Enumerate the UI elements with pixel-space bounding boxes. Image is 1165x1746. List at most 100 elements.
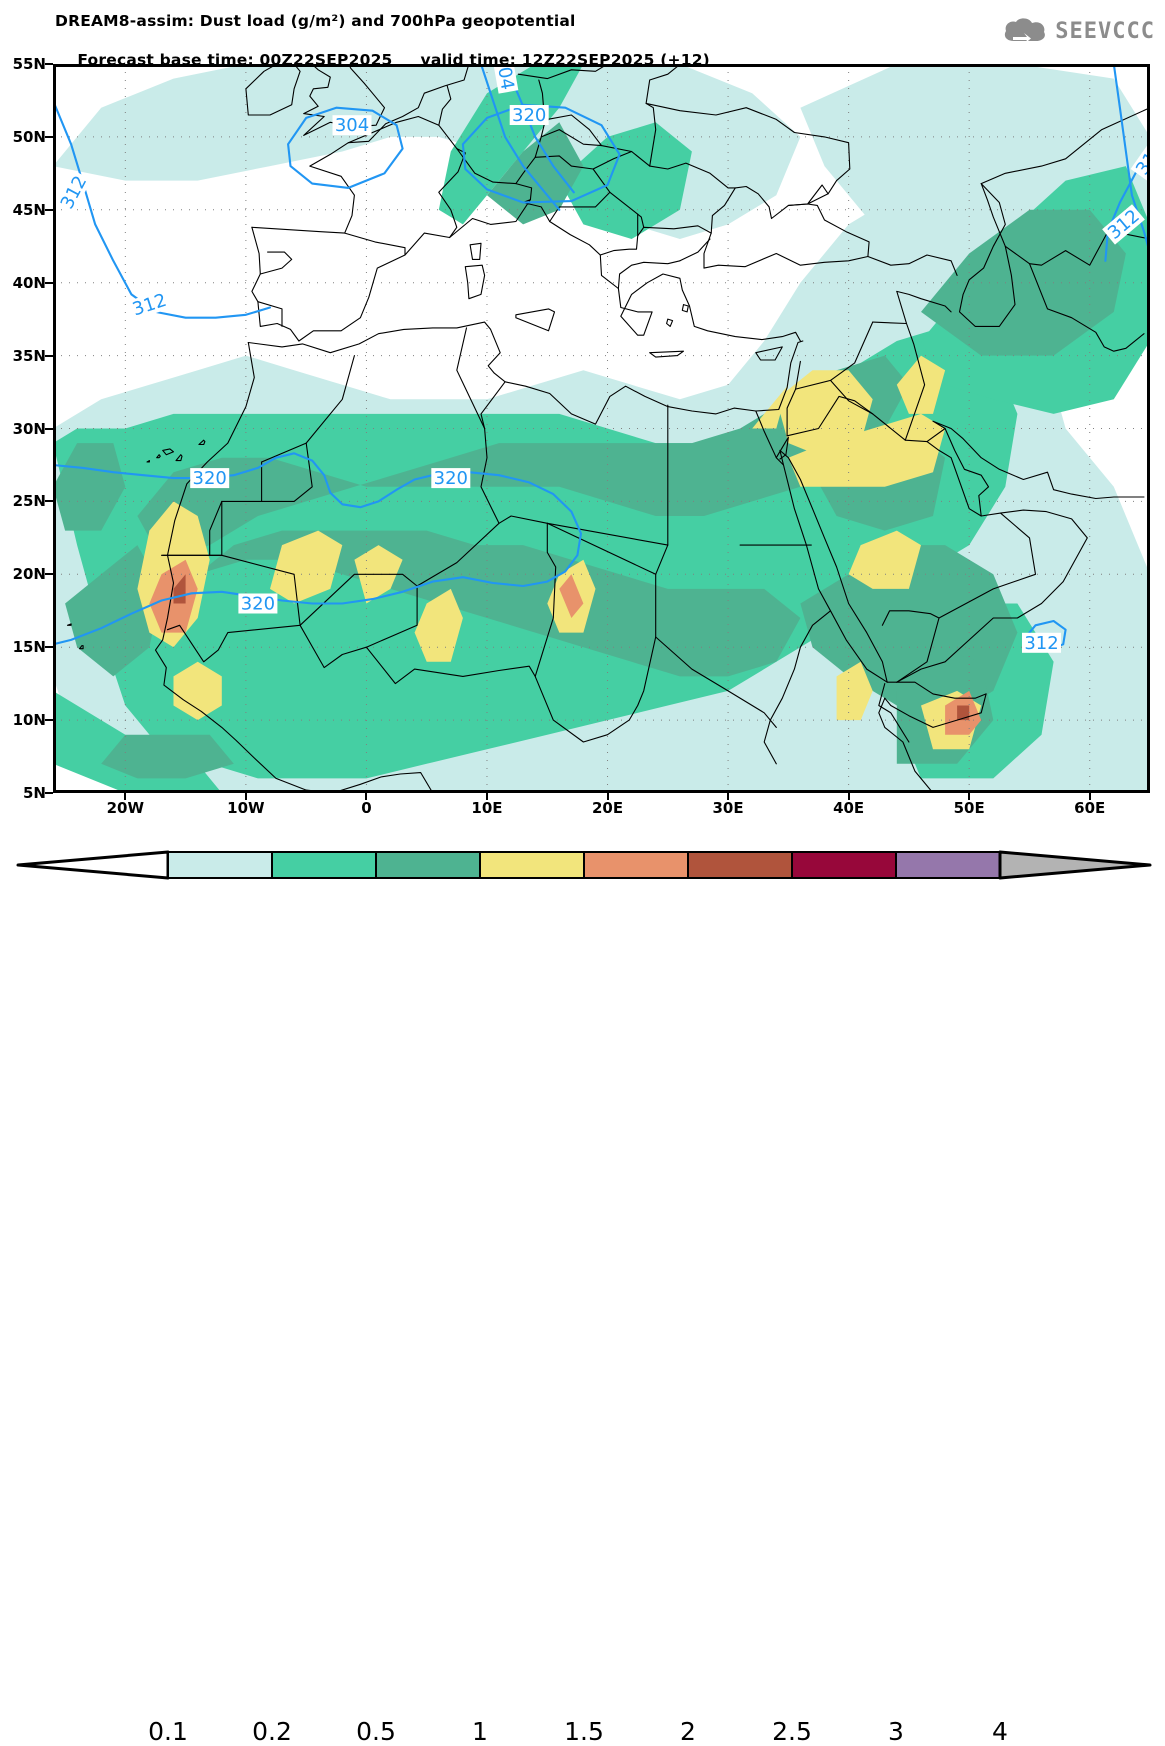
geopotential-contour-line [479, 64, 561, 211]
colorbar-band-0.1-0.2 [167, 851, 273, 879]
coastline-segment [763, 610, 832, 765]
coastline-segment [681, 304, 689, 313]
contour-label: 320 [190, 468, 230, 489]
colorbar-band-3-4 [895, 851, 1001, 879]
y-axis-tick [45, 208, 53, 211]
coastline-segment [464, 264, 486, 300]
svg-text:320: 320 [193, 468, 227, 489]
coastline-segment [480, 381, 506, 524]
contour-label: 320 [509, 105, 549, 126]
geopotential-contour-line [287, 106, 404, 189]
coastline-segment [549, 191, 611, 223]
colorbar[interactable]: 0.1 0.2 0.5 1 1.5 2 2.5 3 4 [0, 845, 1165, 1746]
y-axis-tick-label: 10N [12, 711, 46, 730]
coastline-segment [599, 235, 639, 256]
y-axis-tick-label: 30N [12, 419, 46, 438]
colorbar-swatches[interactable] [0, 845, 1165, 885]
coastline-segment [1028, 263, 1145, 352]
coastline-segment [303, 64, 386, 136]
coastline-segment [438, 85, 452, 126]
x-axis-tick-label: 20E [591, 799, 624, 817]
coastline-segment [247, 321, 804, 425]
coastline-segment [251, 199, 801, 342]
x-axis-tick-label: 40E [833, 799, 865, 817]
coastline-segment [261, 442, 313, 502]
map-plot-area[interactable]: 312 304 304 320 312 312 312 320 320 320 312 [53, 64, 1150, 793]
coastline-segment [160, 554, 301, 663]
x-axis-tick [847, 793, 850, 800]
coastline-segment [645, 102, 851, 195]
svg-text:312: 312 [1024, 633, 1058, 654]
coastline-segment [78, 645, 84, 650]
svg-text:320: 320 [434, 468, 468, 489]
colorbar-tick-label: 2 [680, 1717, 696, 1746]
coastline-segment [958, 183, 1016, 327]
x-axis-tick [968, 793, 971, 800]
coastline-segment [469, 242, 482, 260]
coastline-segment [884, 693, 987, 728]
svg-text:320: 320 [512, 105, 546, 126]
coastline-segment [456, 327, 486, 430]
coastline-segment [534, 129, 736, 189]
colorbar-over-arrow [998, 850, 1152, 880]
coastline-segment [175, 454, 183, 462]
colorbar-tick-label: 0.2 [252, 1717, 292, 1746]
dust-band-0.5-1 [65, 545, 162, 677]
colorbar-tick-label: 1 [472, 1717, 488, 1746]
coastline-segment [517, 64, 609, 80]
coastline-segment [637, 213, 645, 228]
colorbar-tick-label: 4 [992, 1717, 1008, 1746]
geopotential-contour-line [53, 99, 272, 319]
coastline-segment [896, 290, 926, 441]
y-axis-tick-label: 50N [12, 127, 46, 146]
y-axis-tick [45, 135, 53, 138]
contour-label: 304 [332, 115, 372, 136]
x-axis-tick [485, 793, 488, 800]
y-axis-tick [45, 427, 53, 430]
colorbar-band-2-2.5 [687, 851, 793, 879]
coastline-segment [198, 439, 206, 446]
colorbar-tick-label: 1.5 [564, 1717, 604, 1746]
coastline-segment [666, 318, 674, 327]
coastline-segment [649, 350, 685, 358]
contour-label: 320 [238, 593, 278, 615]
x-axis-tick-label: 10E [471, 799, 503, 817]
coastline-segment [878, 683, 910, 743]
dust-band-1-1.5 [752, 384, 789, 429]
x-axis-tick [1088, 793, 1091, 800]
coastline-segment [259, 251, 293, 275]
x-axis-tick [244, 793, 247, 800]
contour-label: 320 [431, 468, 471, 489]
y-axis-tick [45, 646, 53, 649]
coastline-segment [896, 420, 1145, 683]
logo-text: SEEVCCC [1055, 18, 1155, 44]
coastline-segment [872, 321, 908, 325]
coastline-segment [755, 410, 987, 699]
colorbar-band-1.5-2 [583, 851, 689, 879]
geopotential-contour-line [1112, 64, 1150, 255]
coastline-segment [878, 697, 934, 793]
y-axis-tick-label: 5N [23, 784, 46, 802]
dust-band-1-1.5 [788, 413, 946, 487]
coastline-segment [162, 448, 175, 456]
coastline-segment [546, 522, 669, 546]
coastline-segment [755, 346, 783, 361]
x-axis-tick [606, 793, 609, 800]
coastline-segment [786, 395, 946, 443]
coastline-segment [257, 301, 283, 327]
colorbar-tick-label: 0.5 [356, 1717, 396, 1746]
dust-band-0.5-1 [137, 355, 909, 560]
coastlines-and-borders [66, 64, 1150, 793]
coastline-segment [786, 360, 801, 437]
coastline-segment [515, 308, 556, 332]
coastline-segment [592, 150, 633, 170]
y-axis-tick [45, 281, 53, 284]
chart-title: DREAM8-assim: Dust load (g/m²) and 700hP… [55, 12, 576, 30]
svg-text:304: 304 [335, 115, 369, 136]
coastline-segment [655, 636, 777, 728]
colorbar-tick-label: 3 [888, 1717, 904, 1746]
coastline-segment [779, 449, 888, 683]
x-axis-tick [727, 793, 730, 800]
y-axis-tick [45, 573, 53, 576]
